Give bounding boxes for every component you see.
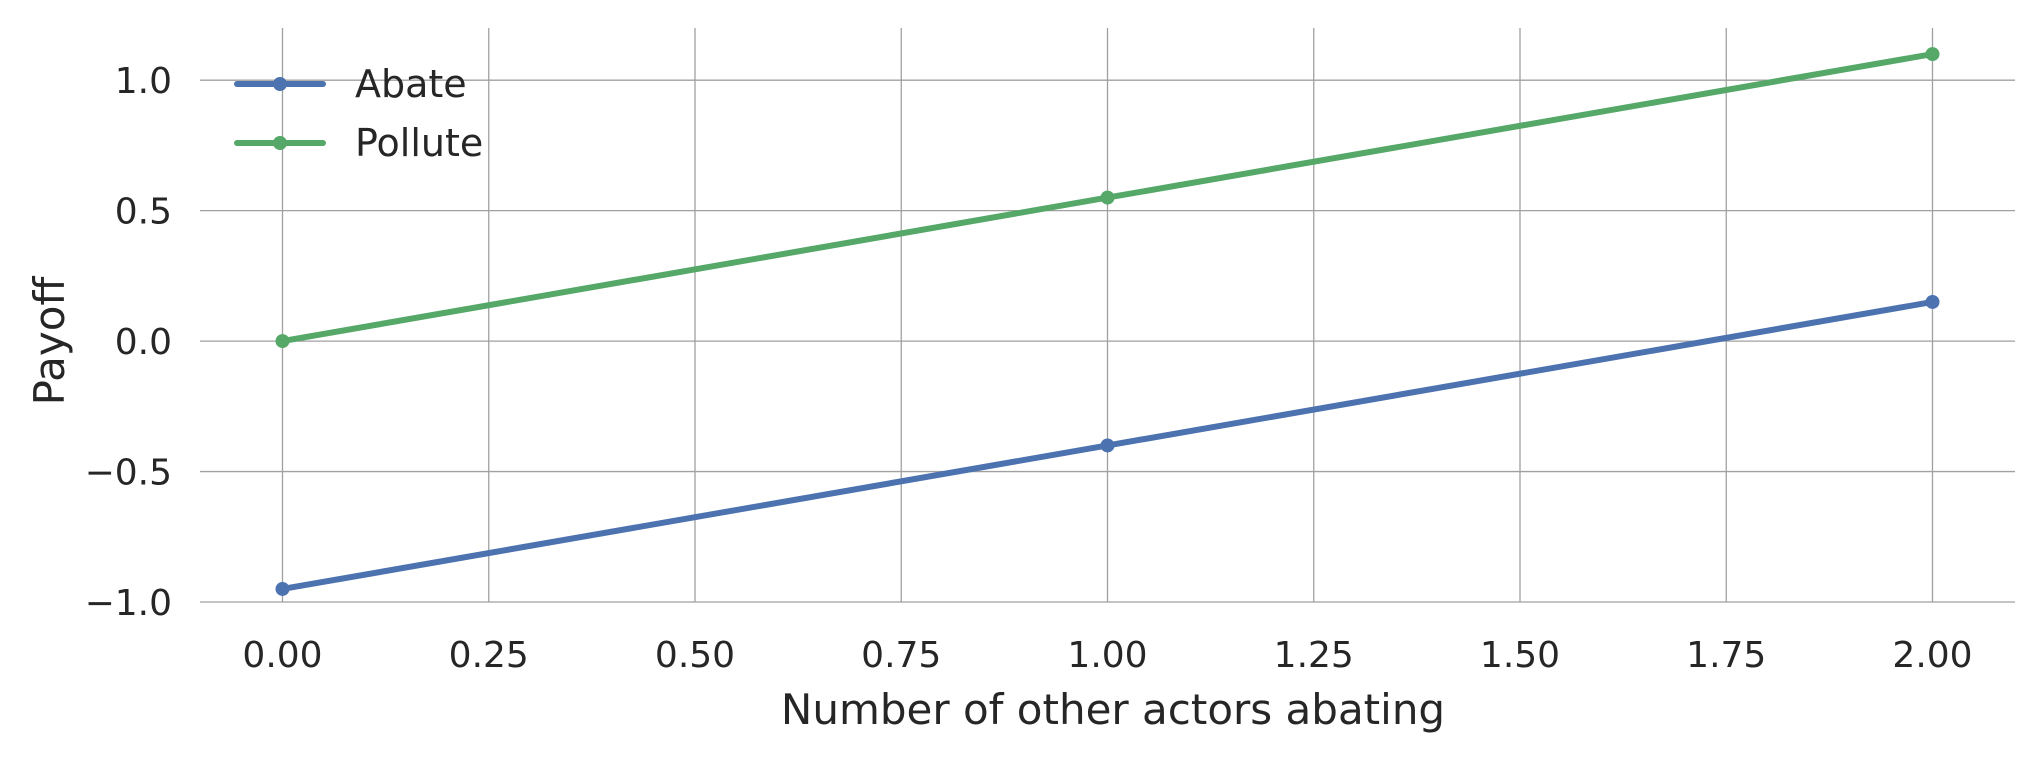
legend-label: Abate bbox=[355, 62, 467, 106]
y-tick-labels: −1.0 −0.5 0.0 0.5 1.0 bbox=[85, 61, 172, 624]
x-tick-label: 0.50 bbox=[655, 635, 735, 676]
x-tick-label: 1.00 bbox=[1067, 635, 1147, 676]
x-tick-label: 2.00 bbox=[1892, 635, 1972, 676]
y-tick-label: −0.5 bbox=[85, 453, 172, 494]
x-tick-label: 1.50 bbox=[1480, 635, 1560, 676]
data-point-pollute bbox=[1100, 190, 1115, 205]
y-axis-label: Payoff bbox=[25, 276, 74, 406]
x-tick-label: 1.75 bbox=[1686, 635, 1766, 676]
data-point-pollute bbox=[1925, 47, 1940, 62]
y-tick-label: 1.0 bbox=[115, 61, 172, 102]
legend-label: Pollute bbox=[355, 121, 483, 165]
x-tick-label: 0.00 bbox=[242, 635, 322, 676]
data-point-pollute bbox=[275, 334, 290, 349]
data-point-abate bbox=[275, 581, 290, 596]
x-tick-label: 0.25 bbox=[449, 635, 529, 676]
grid bbox=[200, 28, 2015, 603]
legend: Abate Pollute bbox=[234, 62, 483, 165]
legend-swatch-marker bbox=[273, 77, 287, 91]
x-tick-label: 1.25 bbox=[1274, 635, 1354, 676]
legend-item-abate: Abate bbox=[234, 62, 467, 106]
y-tick-label: −1.0 bbox=[85, 583, 172, 624]
legend-swatch-marker bbox=[273, 136, 287, 150]
x-axis-label: Number of other actors abating bbox=[781, 685, 1445, 734]
y-tick-label: 0.5 bbox=[115, 192, 172, 233]
data-point-abate bbox=[1925, 294, 1940, 309]
x-tick-labels: 0.00 0.25 0.50 0.75 1.00 1.25 1.50 1.75 2.00 bbox=[242, 635, 1972, 676]
series-lines bbox=[275, 47, 1940, 596]
data-point-abate bbox=[1100, 438, 1115, 453]
legend-item-pollute: Pollute bbox=[234, 121, 483, 165]
x-tick-label: 0.75 bbox=[861, 635, 941, 676]
y-tick-label: 0.0 bbox=[115, 322, 172, 363]
